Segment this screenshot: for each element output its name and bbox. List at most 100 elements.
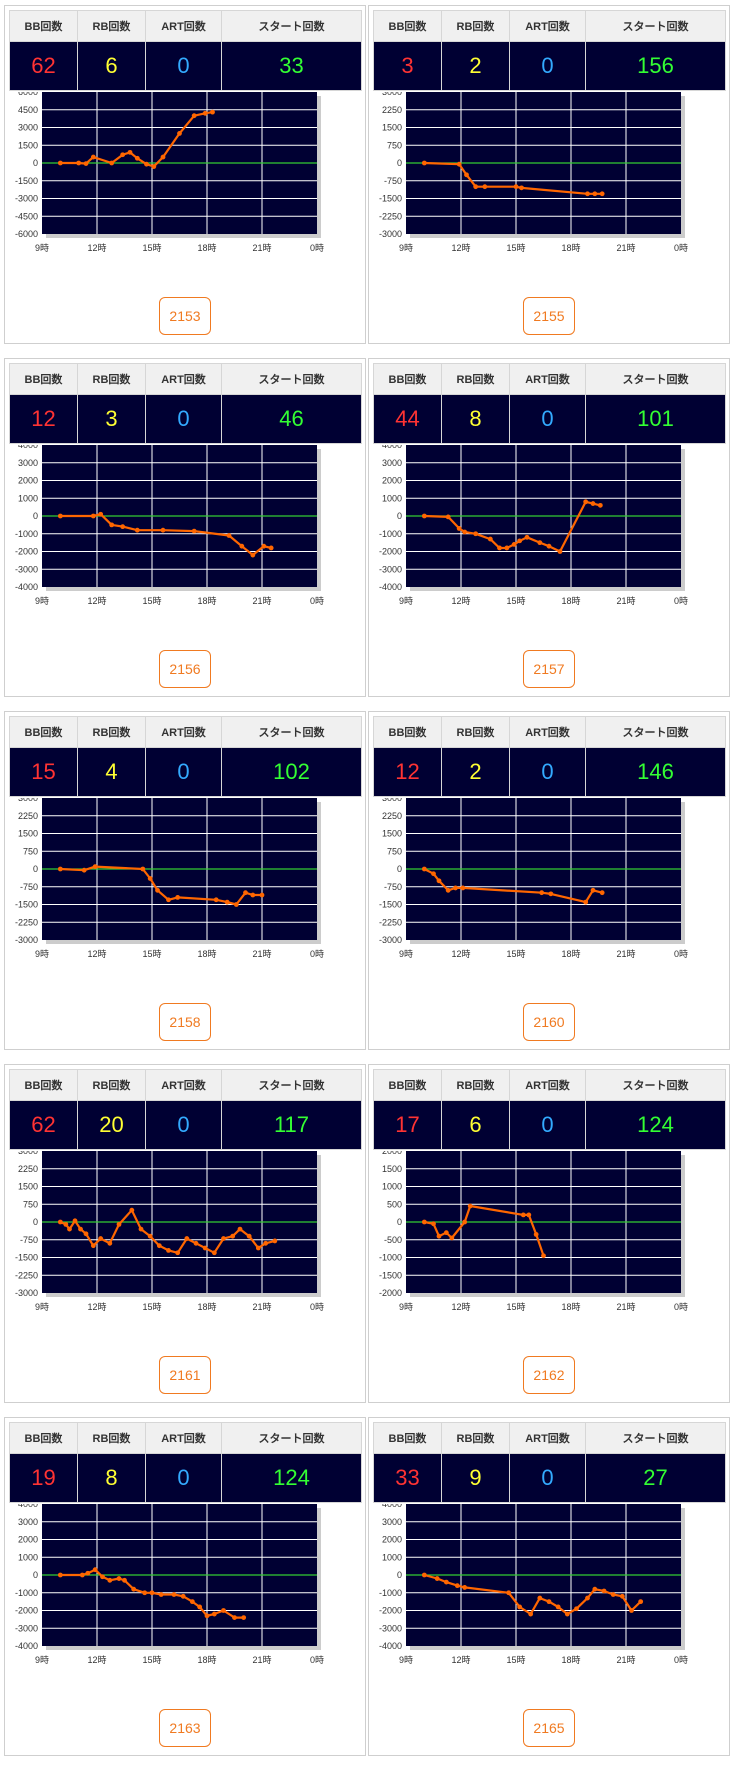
machine-number-button[interactable]: 2163 xyxy=(159,1709,211,1747)
data-point xyxy=(180,1593,186,1599)
art-count: 0 xyxy=(145,1100,222,1150)
data-point xyxy=(272,1238,278,1244)
data-point xyxy=(211,1611,217,1617)
y-tick-label: 0 xyxy=(33,1217,38,1227)
x-tick-label: 21時 xyxy=(252,596,271,606)
data-point xyxy=(67,1226,72,1232)
y-tick-label: -3000 xyxy=(15,935,38,945)
data-point xyxy=(564,1611,570,1617)
y-tick-label: 3000 xyxy=(382,458,402,468)
y-tick-label: -4000 xyxy=(379,1641,402,1651)
y-tick-label: 4000 xyxy=(18,445,38,450)
x-tick-label: 18時 xyxy=(561,596,580,606)
y-tick-label: -2000 xyxy=(15,547,38,557)
y-tick-label: -2250 xyxy=(379,211,402,221)
x-tick-label: 12時 xyxy=(87,596,106,606)
y-tick-label: -1000 xyxy=(15,529,38,539)
data-point xyxy=(268,545,274,551)
rb-header: RB回数 xyxy=(77,363,146,395)
stats-table: BB回数 RB回数 ART回数 スタート回数 15 4 0 102 xyxy=(9,716,362,797)
x-tick-label: 15時 xyxy=(142,596,161,606)
stats-table: BB回数 RB回数 ART回数 スタート回数 62 20 0 117 xyxy=(9,1069,362,1150)
data-point xyxy=(592,191,598,197)
y-tick-label: 1500 xyxy=(18,140,38,150)
y-tick-label: -3000 xyxy=(379,564,402,574)
y-tick-label: 0 xyxy=(33,511,38,521)
rb-count: 3 xyxy=(77,394,146,444)
y-tick-label: -1500 xyxy=(379,194,402,204)
data-point xyxy=(134,155,140,161)
rb-header: RB回数 xyxy=(441,363,510,395)
start-header: スタート回数 xyxy=(221,363,362,395)
machine-number-button[interactable]: 2162 xyxy=(523,1356,575,1394)
bb-count: 44 xyxy=(373,394,442,444)
art-header: ART回数 xyxy=(145,716,222,748)
data-point xyxy=(184,1236,190,1241)
machine-number-button[interactable]: 2161 xyxy=(159,1356,211,1394)
data-point xyxy=(504,545,510,551)
data-point xyxy=(72,1218,78,1224)
data-point xyxy=(506,1590,512,1596)
data-point xyxy=(548,891,554,897)
x-tick-label: 21時 xyxy=(252,1302,271,1312)
data-point xyxy=(144,161,149,167)
machine-number-button[interactable]: 2158 xyxy=(159,1003,211,1041)
y-tick-label: -3000 xyxy=(15,1288,38,1298)
machine-number-button[interactable]: 2153 xyxy=(159,297,211,335)
bb-count: 62 xyxy=(9,1100,78,1150)
data-point xyxy=(454,1583,460,1589)
x-tick-label: 9時 xyxy=(399,596,413,606)
y-tick-label: 3000 xyxy=(382,92,402,97)
y-tick-label: 0 xyxy=(33,158,38,168)
x-tick-label: 15時 xyxy=(142,1655,161,1665)
machine-card: BB回数 RB回数 ART回数 スタート回数 17 6 0 124 2000 1500 1000 50… xyxy=(368,1064,730,1403)
data-point xyxy=(255,1245,261,1251)
y-tick-label: -4000 xyxy=(15,582,38,592)
x-tick-label: 0時 xyxy=(674,949,688,959)
data-point xyxy=(109,522,115,528)
machine-number-button[interactable]: 2157 xyxy=(523,650,575,688)
rb-count: 6 xyxy=(77,41,146,91)
y-tick-label: -2000 xyxy=(15,1606,38,1616)
data-point xyxy=(193,1240,199,1246)
machine-card: BB回数 RB回数 ART回数 スタート回数 44 8 0 101 4000 3000 2000 10… xyxy=(368,358,730,697)
machine-number-button[interactable]: 2160 xyxy=(523,1003,575,1041)
machine-number-button[interactable]: 2165 xyxy=(523,1709,575,1747)
data-point xyxy=(232,1615,237,1620)
y-tick-label: 2000 xyxy=(382,476,402,486)
x-tick-label: 21時 xyxy=(252,1655,271,1665)
data-point xyxy=(149,1590,155,1596)
bb-header: BB回数 xyxy=(9,716,78,748)
data-point xyxy=(421,513,427,519)
y-tick-label: -6000 xyxy=(15,229,38,239)
y-tick-label: 3000 xyxy=(18,458,38,468)
x-tick-label: 9時 xyxy=(399,243,413,253)
data-point xyxy=(537,1595,543,1601)
machine-number-button[interactable]: 2155 xyxy=(523,297,575,335)
data-point xyxy=(546,543,552,549)
rb-header: RB回数 xyxy=(441,1422,510,1454)
x-tick-label: 12時 xyxy=(451,243,470,253)
bb-header: BB回数 xyxy=(373,1069,442,1101)
y-tick-label: -500 xyxy=(384,1235,402,1245)
data-point xyxy=(590,501,596,506)
data-point xyxy=(131,1586,137,1592)
x-tick-label: 18時 xyxy=(197,1655,216,1665)
data-point xyxy=(511,542,517,547)
x-tick-label: 0時 xyxy=(310,596,324,606)
data-point xyxy=(541,1253,546,1259)
data-point xyxy=(63,1221,69,1227)
y-tick-label: 1000 xyxy=(382,493,402,503)
x-tick-label: 21時 xyxy=(616,949,635,959)
y-tick-label: 0 xyxy=(397,1217,402,1227)
stats-table: BB回数 RB回数 ART回数 スタート回数 19 8 0 124 xyxy=(9,1422,362,1503)
data-point xyxy=(482,184,488,190)
machine-number-button[interactable]: 2156 xyxy=(159,650,211,688)
y-tick-label: -2250 xyxy=(379,917,402,927)
start-header: スタート回数 xyxy=(221,10,362,42)
data-point xyxy=(599,890,605,896)
y-tick-label: 3000 xyxy=(18,1151,38,1156)
data-point xyxy=(57,866,63,872)
rb-count: 4 xyxy=(77,747,146,797)
